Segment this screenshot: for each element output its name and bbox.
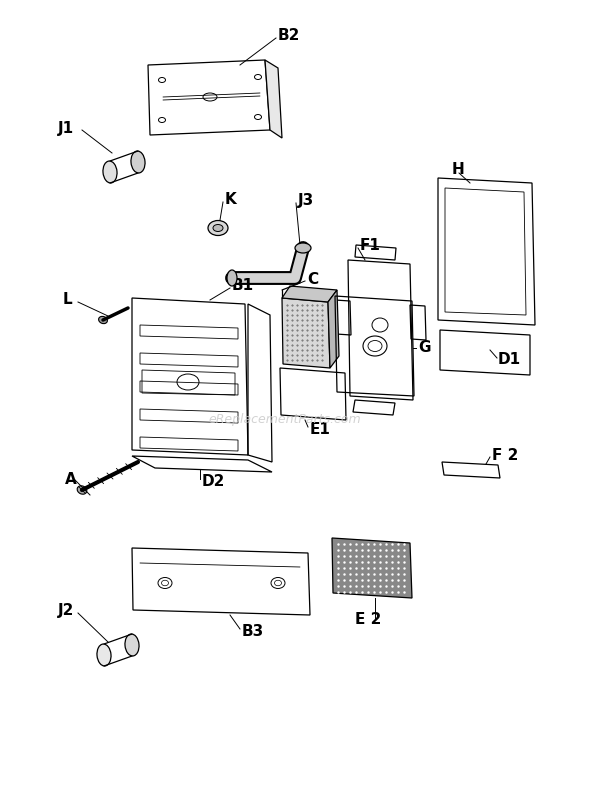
Text: E 2: E 2 (355, 612, 381, 627)
Polygon shape (328, 290, 339, 368)
Polygon shape (265, 60, 282, 138)
Text: B1: B1 (232, 278, 254, 292)
Ellipse shape (131, 151, 145, 173)
Polygon shape (282, 286, 337, 302)
Ellipse shape (99, 316, 107, 324)
Text: eReplacementParts.com: eReplacementParts.com (209, 413, 361, 427)
Text: B2: B2 (278, 28, 300, 42)
Text: D2: D2 (202, 474, 225, 490)
Ellipse shape (227, 270, 237, 286)
Ellipse shape (77, 486, 87, 494)
Text: B3: B3 (242, 625, 264, 639)
Polygon shape (332, 538, 412, 598)
Ellipse shape (125, 634, 139, 656)
Ellipse shape (97, 644, 111, 666)
Text: E1: E1 (310, 423, 331, 438)
Text: L: L (63, 292, 73, 307)
Text: A: A (65, 473, 77, 487)
Ellipse shape (213, 224, 223, 232)
Text: K: K (225, 193, 237, 208)
Polygon shape (282, 298, 330, 368)
Ellipse shape (295, 243, 311, 253)
Text: J2: J2 (58, 603, 74, 618)
Ellipse shape (103, 161, 117, 183)
Text: D1: D1 (498, 353, 521, 368)
Text: H: H (452, 162, 465, 178)
Text: G: G (418, 341, 431, 356)
Ellipse shape (208, 220, 228, 236)
Text: C: C (307, 272, 318, 287)
Text: F 2: F 2 (492, 447, 519, 462)
Text: J1: J1 (58, 120, 74, 135)
Text: J3: J3 (298, 193, 314, 208)
Text: F1: F1 (360, 237, 381, 252)
